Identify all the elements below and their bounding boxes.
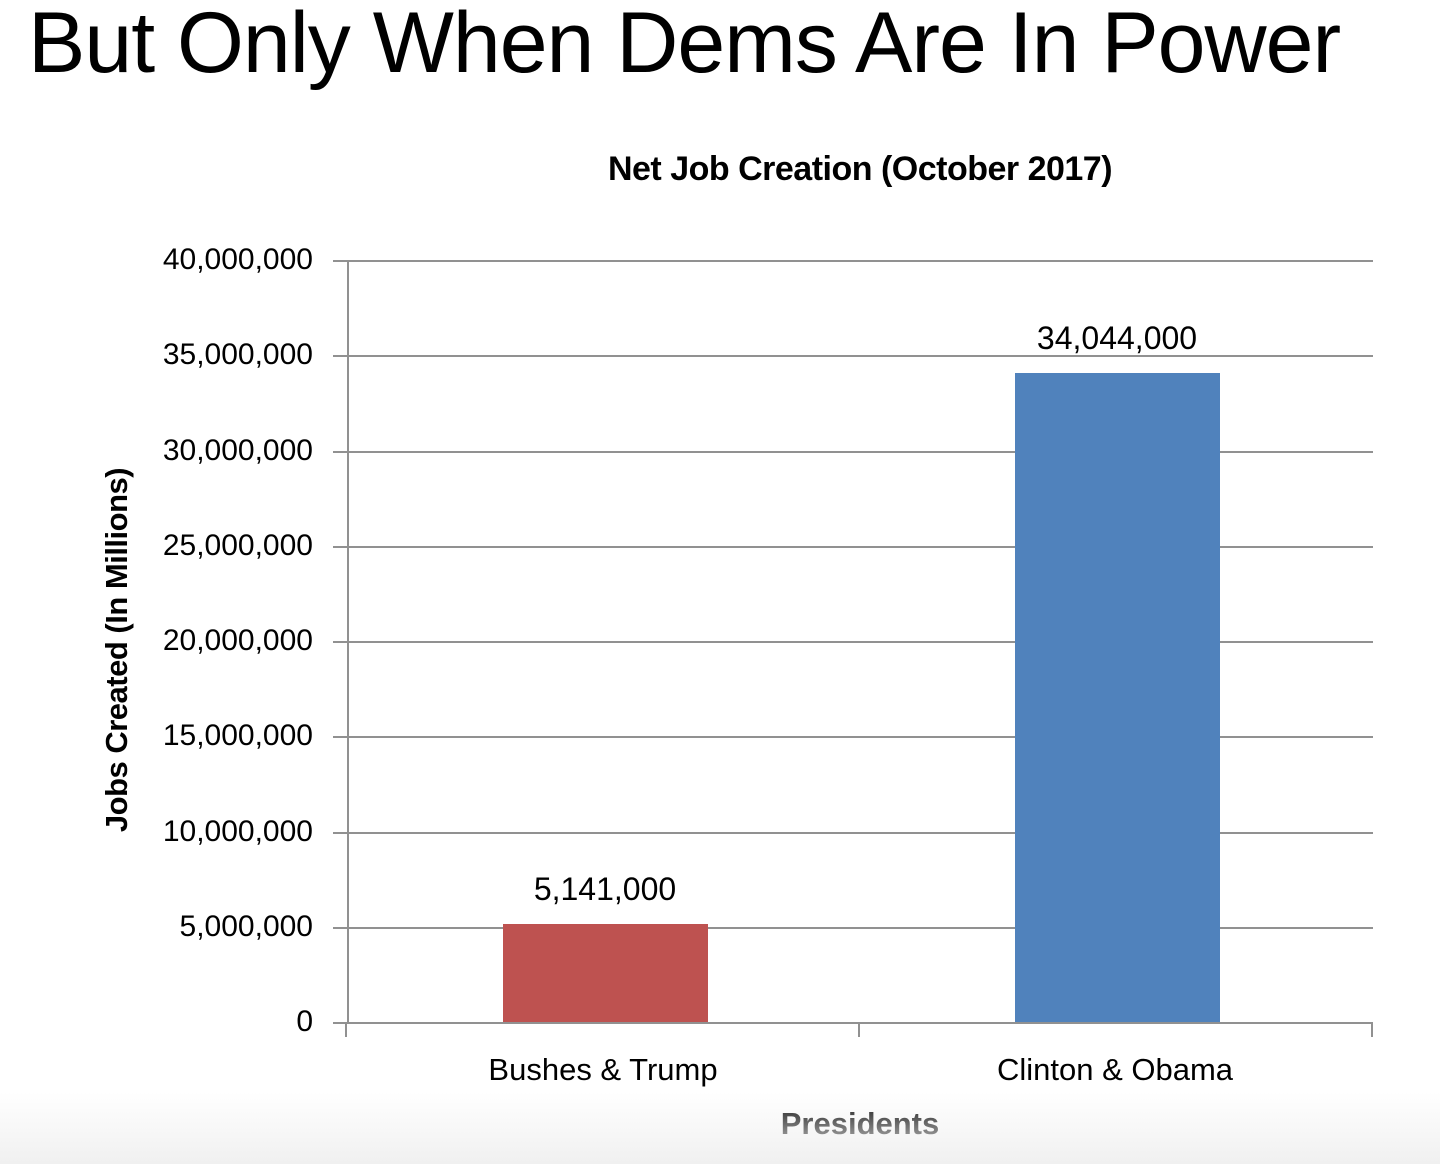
y-tick-label: 35,000,000 [162, 338, 313, 372]
y-tick-mark [333, 831, 347, 834]
y-tick-label: 0 [296, 1005, 313, 1038]
x-axis-title: Presidents [780, 1106, 940, 1141]
chart-title: Net Job Creation (October 2017) [607, 150, 1113, 188]
x-tick-mark [858, 1024, 860, 1037]
bar-value-label: 34,044,000 [1036, 320, 1198, 357]
gridline [349, 450, 1373, 453]
gridline [349, 831, 1373, 834]
y-tick-label: 40,000,000 [162, 243, 313, 276]
y-tick-mark [333, 641, 347, 643]
x-tick-mark [345, 1024, 347, 1037]
x-tick-mark [1371, 1024, 1373, 1037]
plot-area: 5,141,000 34,044,000 [347, 260, 1373, 1024]
y-tick-mark [333, 545, 347, 548]
y-tick-mark [333, 1022, 347, 1024]
gridline [349, 641, 1373, 643]
gridline [349, 260, 1373, 262]
y-tick-mark [333, 736, 347, 739]
y-tick-label: 10,000,000 [162, 814, 313, 848]
gridline [349, 545, 1373, 548]
gridline [349, 736, 1373, 739]
x-category-label: Bushes & Trump [488, 1052, 718, 1087]
x-category-label: Clinton & Obama [996, 1052, 1234, 1087]
y-tick-label: 20,000,000 [162, 624, 313, 657]
y-tick-mark [333, 926, 347, 929]
y-tick-mark [333, 260, 347, 262]
bar-value-label: 5,141,000 [533, 871, 677, 908]
page-title: But Only When Dems Are In Power [28, 0, 1341, 91]
y-tick-label: 15,000,000 [162, 719, 313, 753]
y-tick-label: 30,000,000 [162, 433, 313, 467]
bar-bushes-trump [502, 924, 708, 1022]
gridline [349, 926, 1373, 929]
y-tick-mark [333, 450, 347, 453]
gridline [349, 355, 1373, 358]
bar-clinton-obama [1014, 373, 1220, 1022]
y-tick-mark [333, 355, 347, 358]
y-tick-label: 5,000,000 [179, 909, 313, 943]
y-tick-label: 25,000,000 [162, 528, 313, 562]
